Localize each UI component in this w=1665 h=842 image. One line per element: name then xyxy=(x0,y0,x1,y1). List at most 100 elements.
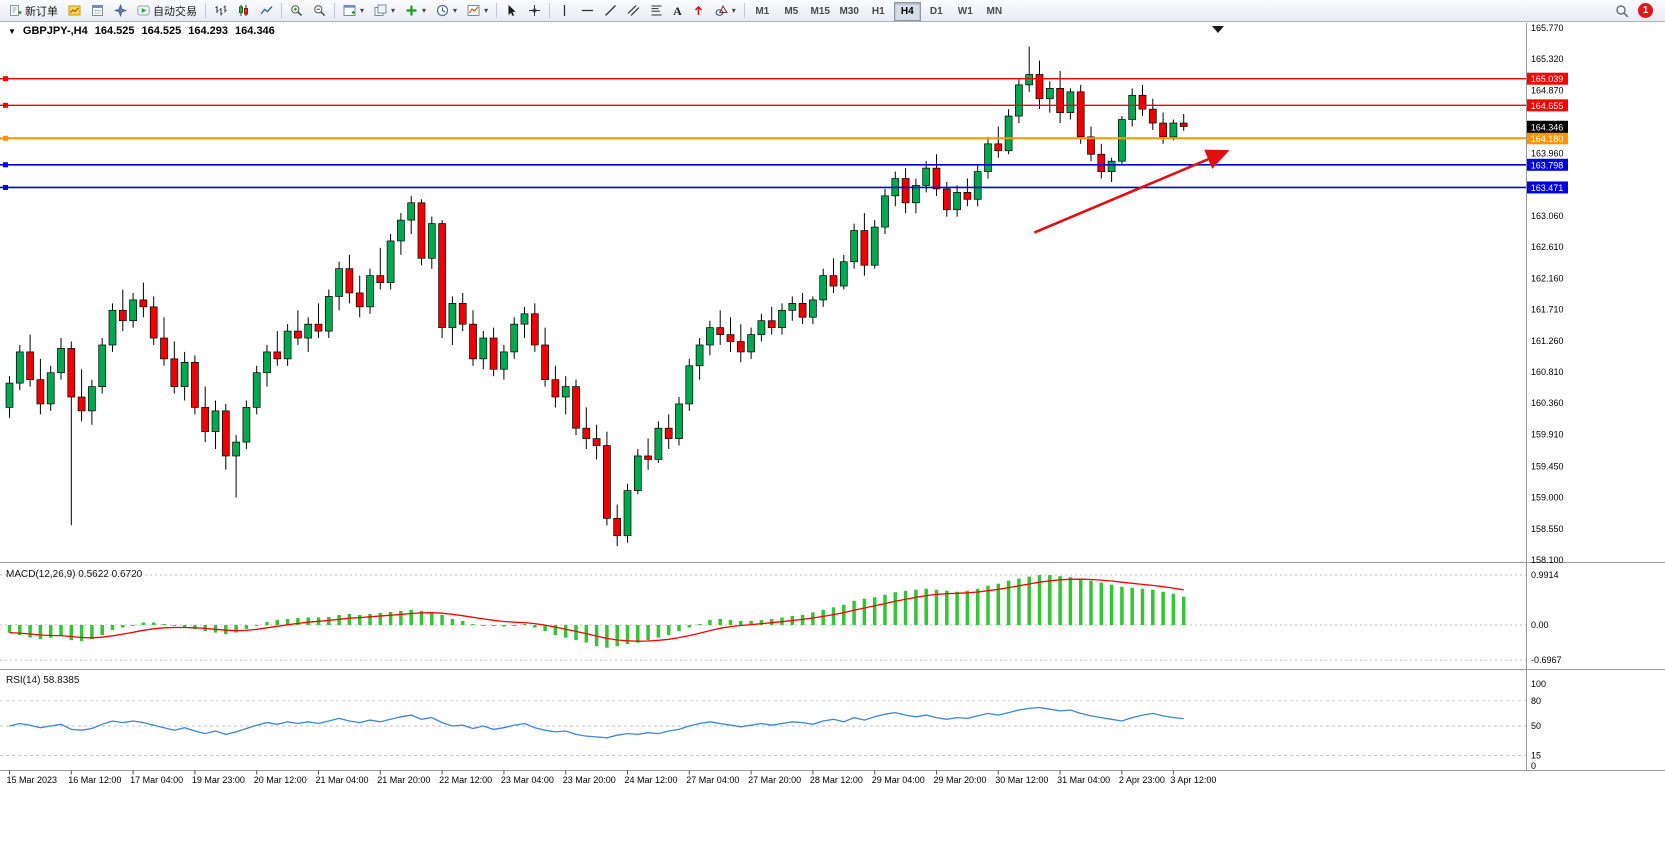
svg-text:158.550: 158.550 xyxy=(1531,524,1564,534)
line-chart-button[interactable] xyxy=(255,0,278,21)
svg-text:163.960: 163.960 xyxy=(1531,149,1564,159)
svg-text:0.9914: 0.9914 xyxy=(1531,570,1559,580)
horizontal-line-tool-button[interactable] xyxy=(576,0,599,21)
fibonacci-tool-button[interactable] xyxy=(645,0,668,21)
line-chart-icon xyxy=(260,4,273,17)
timeframe-m5-button[interactable]: M5 xyxy=(784,5,799,17)
svg-text:23 Mar 20:00: 23 Mar 20:00 xyxy=(563,775,616,785)
zoom-in-icon xyxy=(290,4,303,17)
svg-text:50: 50 xyxy=(1531,721,1541,731)
candlestick-chart-button[interactable] xyxy=(232,0,255,21)
svg-text:165.770: 165.770 xyxy=(1531,23,1564,33)
fibonacci-icon xyxy=(650,4,663,17)
trendline-icon xyxy=(604,4,617,17)
auto-trading-button[interactable]: 自动交易 xyxy=(132,0,202,21)
indicators-caret-icon: ▾ xyxy=(422,5,427,15)
horizontal-line-164.180[interactable]: 164.180 xyxy=(0,132,1568,145)
arrows-tool-button[interactable] xyxy=(687,0,710,21)
indicators-button[interactable]: ▾ xyxy=(400,0,431,21)
vertical-line-tool-button[interactable] xyxy=(553,0,576,21)
svg-text:159.450: 159.450 xyxy=(1531,461,1564,471)
bar-low-value: 164.293 xyxy=(188,25,229,37)
timeframe-w1-button[interactable]: W1 xyxy=(957,5,973,17)
macd-signal-line xyxy=(9,578,1184,642)
notification-badge[interactable]: 1 xyxy=(1638,3,1653,18)
new-order-icon xyxy=(9,4,22,17)
svg-text:163.798: 163.798 xyxy=(1531,160,1564,170)
bar-open-value: 164.525 xyxy=(94,25,135,37)
svg-text:15 Mar 2023: 15 Mar 2023 xyxy=(7,775,58,785)
time-axis[interactable]: 15 Mar 2023 16 Mar 12:00 17 Mar 04:00 19 Ma… xyxy=(7,770,1217,786)
crosshair-button[interactable] xyxy=(523,0,546,21)
price-axis[interactable]: 165.770 165.320 164.870 163.960 163.060 162.6… xyxy=(1531,23,1564,565)
svg-text:164.346: 164.346 xyxy=(1531,122,1564,132)
svg-text:160.360: 160.360 xyxy=(1531,398,1564,408)
data-window-button[interactable] xyxy=(86,0,109,21)
zoom-out-icon xyxy=(313,4,326,17)
templates-caret-icon: ▾ xyxy=(484,5,489,15)
horizontal-line-165.039[interactable]: 165.039 xyxy=(0,72,1568,85)
trendline-tool-button[interactable] xyxy=(599,0,622,21)
search-button[interactable] xyxy=(1610,0,1634,21)
templates-button[interactable]: ▾ xyxy=(462,0,493,21)
svg-text:164.180: 164.180 xyxy=(1531,134,1564,144)
vertical-line-icon xyxy=(558,4,571,17)
timeframe-h4-button[interactable]: H4 xyxy=(893,1,921,21)
shapes-caret-icon: ▾ xyxy=(731,5,736,15)
toolbar-separator xyxy=(205,3,206,18)
chart-collapse-icon[interactable]: ▼ xyxy=(8,26,16,36)
horizontal-line-163.798[interactable]: 163.798 xyxy=(0,158,1568,171)
timeframe-m15-button[interactable]: M15 xyxy=(810,5,830,17)
shapes-tool-button[interactable]: ▾ xyxy=(710,0,741,21)
svg-text:80: 80 xyxy=(1531,696,1541,706)
timeframe-m1-button[interactable]: M1 xyxy=(755,5,770,17)
svg-text:15: 15 xyxy=(1531,750,1541,760)
periods-button[interactable]: ▾ xyxy=(431,0,462,21)
svg-text:29 Mar 20:00: 29 Mar 20:00 xyxy=(934,775,987,785)
new-chart-button[interactable]: ▾ xyxy=(338,0,369,21)
profiles-button[interactable]: ▾ xyxy=(369,0,400,21)
timeframe-group: M1 M5 M15 M30 H1 H4 D1 W1 MN xyxy=(748,1,1009,21)
horizontal-line-163.471[interactable]: 163.471 xyxy=(0,181,1568,194)
svg-text:27 Mar 20:00: 27 Mar 20:00 xyxy=(748,775,801,785)
toolbar-separator xyxy=(496,3,498,18)
rsi-line xyxy=(9,706,1184,739)
candlestick-chart-icon xyxy=(237,4,250,17)
crosshair-ic on xyxy=(528,4,541,17)
profiles-caret-icon: ▾ xyxy=(391,5,396,15)
timeframe-d1-button[interactable]: D1 xyxy=(929,5,943,17)
channel-tool-button[interactable] xyxy=(622,0,645,21)
text-tool-button[interactable]: A xyxy=(668,0,687,21)
svg-text:0: 0 xyxy=(1531,761,1536,771)
new-order-label: 新订单 xyxy=(25,5,58,18)
svg-text:23 Mar 04:00: 23 Mar 04:00 xyxy=(501,775,554,785)
current-price-tag: 164.346 xyxy=(1527,120,1568,133)
channel-icon xyxy=(627,4,640,17)
timeframe-h1-button[interactable]: H1 xyxy=(871,5,885,17)
new-order-button[interactable]: 新订单 xyxy=(4,0,63,21)
trend-arrow[interactable] xyxy=(1033,149,1230,234)
zoom-out-button[interactable] xyxy=(308,0,331,21)
svg-text:2 Apr 23:00: 2 Apr 23:00 xyxy=(1119,775,1165,785)
svg-text:165.320: 165.320 xyxy=(1531,54,1564,64)
svg-text:165.039: 165.039 xyxy=(1531,74,1564,84)
chart-symbol-label: GBPJPY-,H4 xyxy=(22,25,88,37)
svg-text:24 Mar 12:00: 24 Mar 12:00 xyxy=(625,775,678,785)
horizontal-line-164.655[interactable]: 164.655 xyxy=(0,99,1568,112)
chart-shift-marker[interactable] xyxy=(1212,26,1224,33)
svg-text:162.610: 162.610 xyxy=(1531,242,1564,252)
timeframe-m30-button[interactable]: M30 xyxy=(839,5,859,17)
navigator-button[interactable] xyxy=(109,0,132,21)
timeframe-mn-button[interactable]: MN xyxy=(986,5,1003,17)
market-watch-button[interactable] xyxy=(63,0,86,21)
svg-text:162.160: 162.160 xyxy=(1531,273,1564,283)
bar-chart-icon xyxy=(214,4,227,17)
svg-text:100: 100 xyxy=(1531,679,1546,689)
svg-text:0.00: 0.00 xyxy=(1531,620,1549,630)
zoom-in-button[interactable] xyxy=(285,0,308,21)
pane-separators[interactable] xyxy=(0,562,1665,771)
cursor-button[interactable] xyxy=(500,0,523,21)
bar-chart-button[interactable] xyxy=(209,0,232,21)
svg-text:17 Mar 04:00: 17 Mar 04:00 xyxy=(130,775,183,785)
